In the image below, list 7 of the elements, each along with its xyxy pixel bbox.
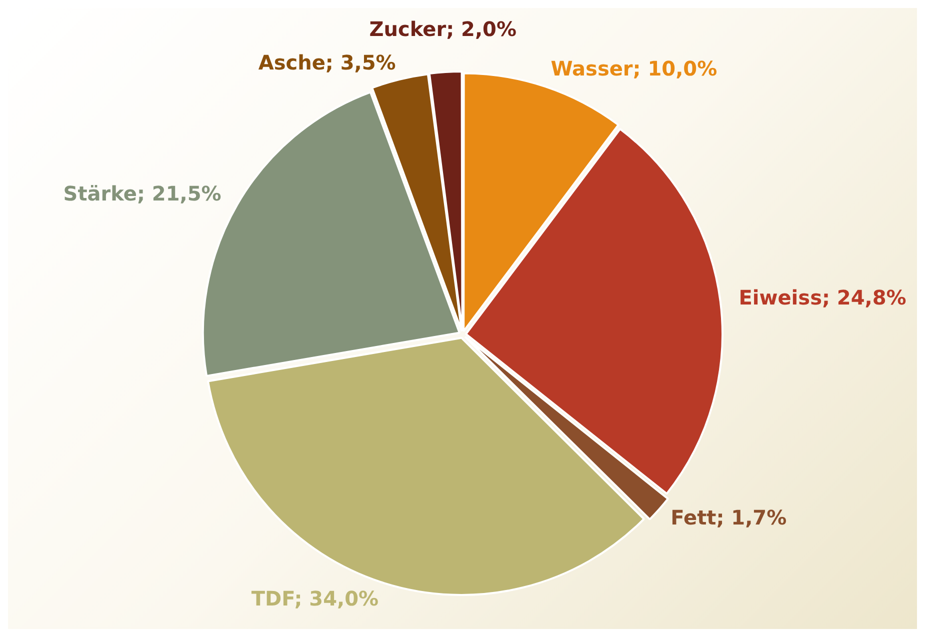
slice-label: Wasser; 10,0%: [550, 56, 718, 81]
slice-label: Stärke; 21,5%: [63, 181, 222, 206]
slice-label: Fett; 1,7%: [670, 506, 787, 530]
slice-label: TDF; 34,0%: [251, 586, 379, 610]
slice-label: Asche; 3,5%: [258, 50, 396, 74]
slice-label: Zucker; 2,0%: [369, 16, 516, 41]
slice-label: Eiweiss; 24,8%: [738, 285, 906, 310]
